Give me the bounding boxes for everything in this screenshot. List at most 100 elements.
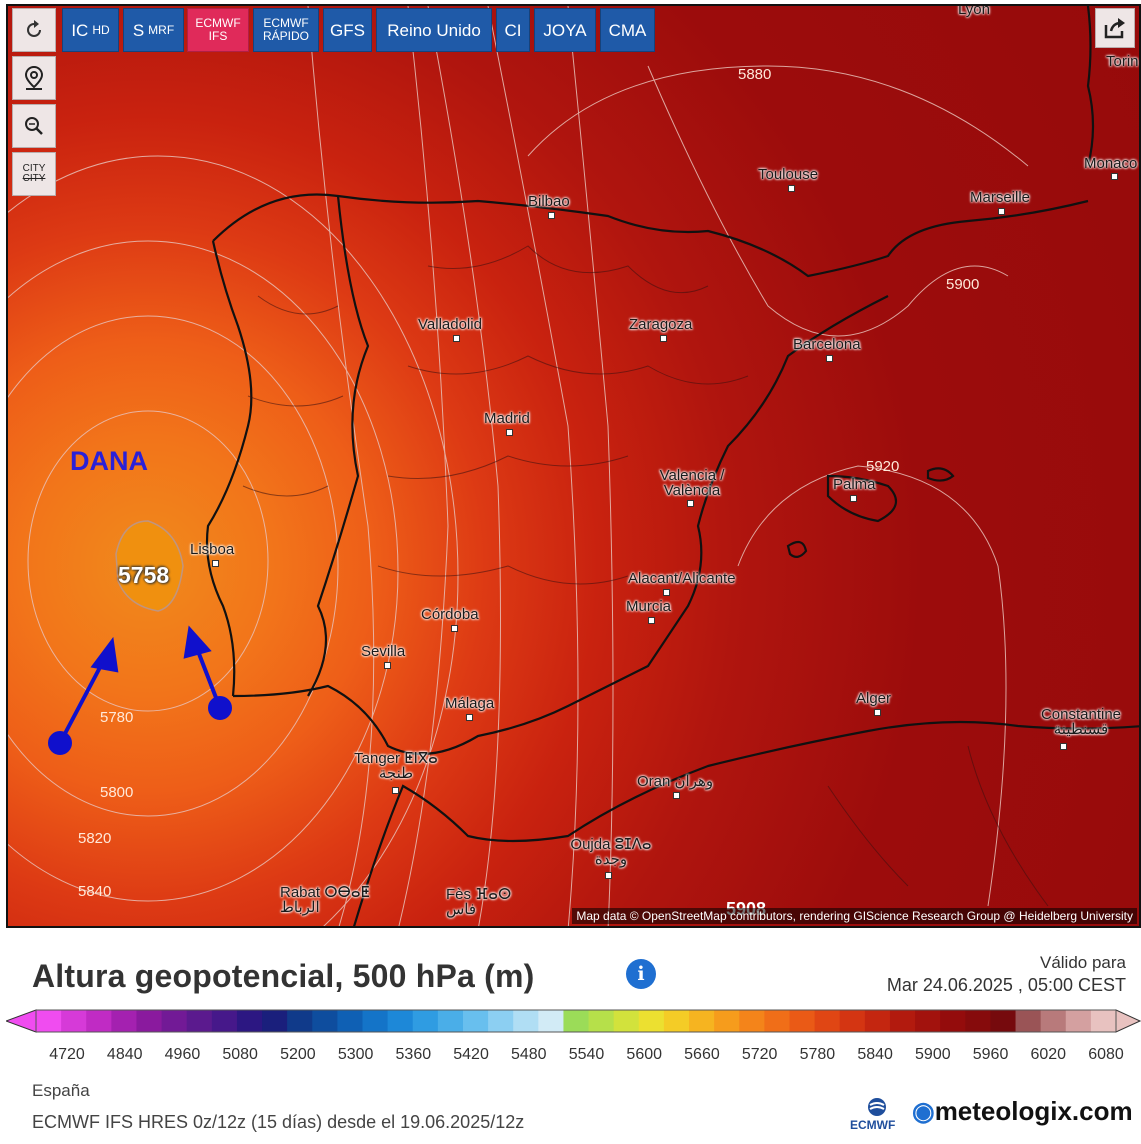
model-button-joya[interactable]: JOYA: [534, 8, 596, 52]
model-sublabel: MRF: [148, 22, 175, 37]
scale-tick-label: 6020: [1030, 1046, 1067, 1063]
contour-label: 5840: [78, 883, 112, 900]
scale-swatch: [814, 1010, 841, 1032]
model-button-ecmwf-rapido[interactable]: ECMWF RÁPIDO: [253, 8, 319, 52]
city-label[interactable]: Málaga: [445, 695, 495, 712]
scale-swatch: [839, 1010, 866, 1032]
map-canvas[interactable]: 5880 5900 5920 5780 5800 5820 5840 5908 …: [6, 4, 1141, 928]
city-label[interactable]: Fès ⴼⴰⵙ فاس: [446, 886, 512, 918]
city-marker: [826, 355, 833, 362]
city-marker: [384, 662, 391, 669]
meteologix-logo-text: meteologix.com: [934, 1096, 1133, 1126]
wind-arrows: [48, 625, 232, 755]
refresh-button[interactable]: [12, 8, 56, 52]
scale-swatch: [111, 1010, 137, 1032]
city-toggle-button[interactable]: CITY CITY: [12, 152, 56, 196]
model-button-s-mrf[interactable]: S MRF: [123, 8, 184, 52]
city-label[interactable]: Oujda ⵓⵊⴷⴰ وجدة: [570, 836, 652, 868]
city-label[interactable]: Alger: [856, 690, 892, 707]
scale-tick-label: 5080: [222, 1046, 258, 1063]
scale-tick-label: 4720: [49, 1046, 85, 1063]
chart-title: Altura geopotencial, 500 hPa (m): [32, 958, 535, 994]
city-label[interactable]: Córdoba: [421, 606, 479, 623]
zoom-button[interactable]: [12, 104, 56, 148]
scale-swatch: [312, 1010, 338, 1032]
scale-swatch: [211, 1010, 238, 1032]
city-label[interactable]: Rabat ⵔⴱⴰⵟ الرباط: [280, 884, 370, 916]
scale-swatch: [990, 1010, 1017, 1032]
model-button-cma[interactable]: CMA: [600, 8, 655, 52]
model-button-ecmwf-ifs[interactable]: ECMWF IFS: [187, 8, 249, 52]
city-label[interactable]: Lisboa: [190, 541, 235, 558]
ecmwf-logo[interactable]: ECMWF: [848, 1094, 906, 1136]
city-label[interactable]: Torin: [1106, 53, 1139, 70]
scale-swatch: [889, 1010, 916, 1032]
city-label[interactable]: Toulouse: [758, 166, 819, 183]
city-label[interactable]: Zaragoza: [629, 316, 693, 333]
low-center-area: [115, 520, 184, 612]
meteologix-logo[interactable]: ◉meteologix.com: [912, 1096, 1133, 1127]
city-label[interactable]: Monaco: [1084, 155, 1138, 172]
model-run-label: ECMWF IFS HRES 0z/12z (15 días) desde el…: [32, 1112, 525, 1132]
model-button-gfs[interactable]: GFS: [323, 8, 372, 52]
location-button[interactable]: [12, 56, 56, 100]
city-label[interactable]: Palma: [833, 476, 876, 493]
scale-swatch: [915, 1010, 941, 1032]
city-label[interactable]: Oran وهران: [637, 773, 714, 790]
scale-swatch: [764, 1010, 790, 1032]
share-button[interactable]: [1095, 8, 1135, 48]
scale-max-arrow: [1115, 1009, 1141, 1033]
city-label[interactable]: Alacant/Alicante: [628, 570, 736, 587]
scale-tick-label: 5960: [972, 1046, 1009, 1063]
map-attribution[interactable]: Map data © OpenStreetMap contributors, r…: [572, 908, 1137, 924]
scale-swatch: [714, 1010, 740, 1032]
contour-label: 5880: [738, 66, 772, 83]
scale-tick-label: 4840: [106, 1046, 143, 1063]
scale-swatch: [965, 1010, 991, 1032]
scale-tick-label: 5720: [741, 1046, 778, 1063]
scale-tick-label: 5360: [395, 1046, 432, 1063]
scale-swatch: [1090, 1010, 1117, 1032]
city-label[interactable]: Tanger ⵟⵏⴳⴰ طنجة: [354, 750, 438, 782]
city-label[interactable]: Lyon: [958, 4, 990, 18]
scale-swatch: [86, 1010, 112, 1032]
region-label: España: [32, 1081, 90, 1100]
scale-border: [35, 1009, 1117, 1033]
contour-label: 5900: [946, 276, 980, 293]
scale-swatch: [362, 1010, 389, 1032]
city-label[interactable]: Constantine قسنطينة: [1040, 706, 1122, 738]
city-label[interactable]: Sevilla: [361, 643, 406, 660]
scale-swatch: [613, 1010, 640, 1032]
scale-tick-label: 5780: [799, 1046, 836, 1063]
city-marker: [660, 335, 667, 342]
model-label: S: [132, 20, 145, 40]
scale-swatch: [1040, 1010, 1067, 1032]
low-center-value: 5758: [118, 562, 170, 588]
city-label[interactable]: Valladolid: [418, 316, 482, 333]
model-label: IC: [71, 20, 89, 40]
model-button-ic-hd[interactable]: IC HD: [62, 8, 119, 52]
city-label[interactable]: Valencia / València: [659, 467, 725, 499]
scale-tick-label: 5480: [510, 1046, 547, 1063]
city-label[interactable]: Madrid: [484, 410, 530, 427]
model-label: Reino Unido: [387, 20, 481, 40]
scale-swatch: [940, 1010, 966, 1032]
scale-tick-label: 5900: [915, 1046, 951, 1063]
scale-swatch: [1015, 1010, 1042, 1032]
city-label[interactable]: Marseille: [970, 189, 1031, 206]
city-label[interactable]: Murcia: [626, 598, 672, 615]
scale-tick-label: 5200: [280, 1046, 316, 1063]
city-marker: [392, 787, 399, 794]
city-label[interactable]: Barcelona: [793, 336, 861, 353]
model-button-reino-unido[interactable]: Reino Unido: [376, 8, 492, 52]
city-label[interactable]: Bilbao: [528, 193, 570, 210]
model-button-ci[interactable]: CI: [496, 8, 530, 52]
contour-label: 5920: [866, 458, 900, 475]
city-marker: [605, 872, 612, 879]
scale-swatch: [513, 1010, 539, 1032]
scale-tick-label: 5420: [453, 1046, 489, 1063]
scale-swatch: [36, 1010, 62, 1032]
refresh-icon: [27, 20, 41, 37]
scale-swatch: [488, 1010, 514, 1032]
info-icon[interactable]: i: [626, 959, 656, 989]
